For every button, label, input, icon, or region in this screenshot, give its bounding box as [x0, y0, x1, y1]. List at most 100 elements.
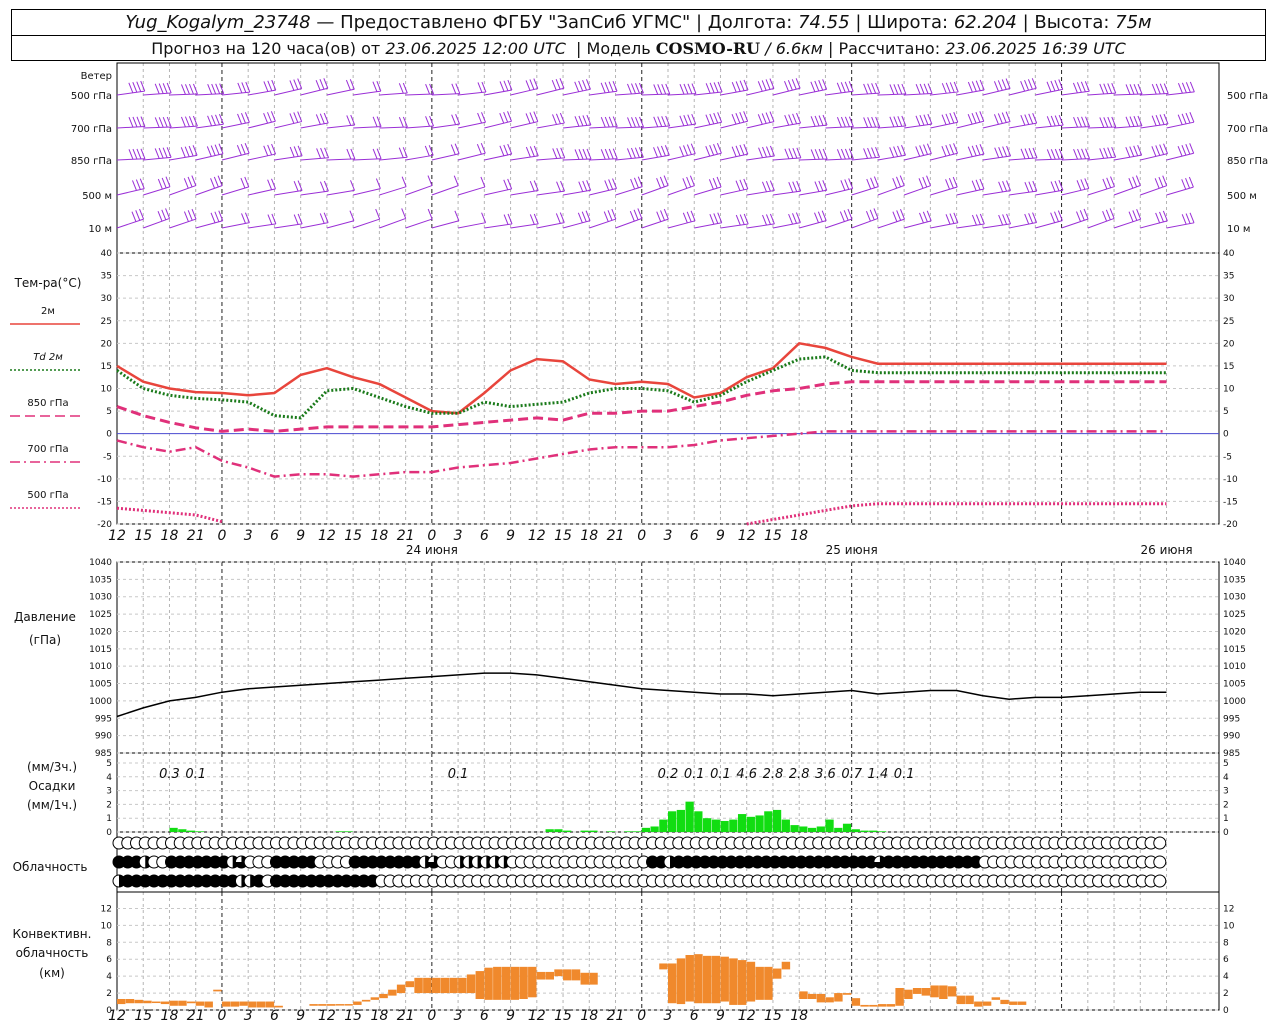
wind-barb — [510, 180, 539, 196]
pressure-y-tick-left: 990 — [95, 732, 112, 742]
wind-barb-feather — [267, 80, 273, 91]
wind-barb — [1113, 144, 1143, 161]
wind-barb-shaft — [195, 220, 223, 229]
wind-barb-feather — [893, 146, 899, 157]
wind-barb-feather — [1076, 180, 1082, 191]
wind-barb — [877, 83, 907, 96]
wind-barb-feather — [875, 147, 880, 158]
wind-barb-feather — [661, 116, 667, 127]
wind-barb-feather — [477, 82, 483, 93]
wind-barb-shaft — [248, 120, 276, 129]
wind-barb-feather — [1158, 176, 1164, 188]
wind-barb-feather — [709, 214, 715, 225]
temp-y-tick-right: 35 — [1223, 272, 1234, 282]
wind-barb-feather — [867, 147, 873, 159]
wind-barb-feather — [926, 210, 932, 222]
alt-label: Высота: — [1034, 12, 1110, 33]
wind-barb-feather — [893, 116, 899, 127]
wind-barb-feather — [1083, 208, 1089, 220]
conv-cloud-bar — [956, 995, 966, 1005]
wind-barb-feather — [705, 114, 711, 125]
wind-barb — [720, 111, 749, 129]
wind-barb-feather — [1155, 212, 1161, 224]
x-tick-label: 0 — [427, 528, 436, 544]
wind-barb — [746, 111, 775, 129]
wind-barb-feather — [346, 115, 352, 126]
conv-cloud-bar — [842, 993, 852, 995]
wind-barb — [563, 148, 592, 161]
cloud-circle — [1153, 874, 1167, 888]
wind-barb-feather — [529, 180, 535, 192]
wind-barb-feather — [1081, 116, 1087, 128]
wind-barb-feather — [604, 82, 610, 93]
precip-bar — [807, 827, 817, 832]
wind-barb-feather — [586, 148, 592, 160]
conv-cloud-bar — [160, 1001, 170, 1005]
wind-barb-shaft — [720, 153, 748, 161]
wind-barb-feather — [376, 116, 382, 127]
wind-barb-shaft — [169, 218, 197, 229]
wind-barb-shaft — [982, 121, 1011, 129]
wind-barb — [457, 112, 486, 129]
wind-barb-feather — [1006, 180, 1011, 191]
precip-bar — [799, 826, 808, 832]
wind-barb — [353, 148, 382, 161]
wind-barb-shaft — [825, 90, 854, 96]
wind-barb-feather — [840, 82, 846, 93]
wind-barb-feather — [424, 145, 430, 157]
wind-barb-feather — [795, 212, 801, 223]
wind-barb-feather — [870, 177, 876, 188]
wind-barb — [1166, 81, 1195, 96]
wind-barb-shaft — [248, 223, 276, 229]
wind-barb-feather — [529, 79, 535, 90]
wind-barb-feather — [757, 81, 763, 92]
wind-level-label-left: 500 м — [82, 191, 112, 202]
pressure-y-tick-right: 990 — [1223, 732, 1240, 742]
wind-barb-feather — [154, 83, 160, 95]
wind-barb-feather — [743, 79, 749, 91]
x-tick-label: 18 — [161, 528, 179, 544]
temp-y-tick-left: -15 — [97, 497, 112, 507]
wind-barb-shaft — [353, 188, 381, 196]
temp-y-tick-right: 5 — [1223, 407, 1229, 417]
wind-barb-feather — [1046, 149, 1052, 160]
conv-title-2: облачность — [16, 946, 89, 960]
wind-barb — [1087, 146, 1117, 161]
x-tick-label: 3 — [244, 1008, 253, 1024]
wind-barb-feather — [735, 214, 741, 226]
conv-cloud-bar — [440, 977, 450, 994]
wind-barb — [1009, 180, 1038, 196]
wind-barb-feather — [659, 176, 665, 188]
conv-cloud-bar — [510, 966, 520, 1000]
pressure-y-tick-left: 1005 — [89, 680, 112, 690]
conv-cloud-bar — [134, 999, 143, 1004]
wind-barb-feather — [945, 144, 951, 156]
wind-barb-feather — [836, 117, 842, 128]
wind-barb-feather — [503, 80, 509, 91]
wind-barb-feather — [1111, 146, 1117, 158]
x-tick-label: 15 — [134, 1008, 152, 1024]
wind-barb-feather — [503, 179, 509, 190]
wind-barb-feather — [899, 175, 905, 186]
conv-y-tick-left: 0 — [106, 1006, 112, 1016]
wind-barb-feather — [1159, 114, 1165, 125]
wind-barb-feather — [818, 148, 824, 160]
wind-barb-feather — [556, 181, 562, 192]
wind-barb-feather — [665, 115, 671, 127]
wind-title: Ветер — [81, 71, 112, 82]
wind-barb-feather — [315, 80, 321, 91]
wind-barb-feather — [1129, 146, 1135, 157]
wind-barb — [274, 111, 303, 129]
wind-barb-feather — [901, 83, 907, 95]
wind-barb-feather — [529, 146, 535, 157]
wind-barb-shaft — [326, 158, 355, 161]
wind-barb-feather — [1081, 148, 1087, 160]
conv-cloud-bar — [475, 971, 485, 999]
wind-barb-feather — [188, 145, 194, 157]
conv-cloud-bar — [764, 966, 773, 1000]
wind-barb-feather — [507, 79, 513, 91]
conv-cloud-bar — [545, 971, 555, 980]
wind-barb — [694, 81, 723, 96]
wind-barb-shaft — [431, 220, 460, 229]
wind-barb-feather — [427, 175, 433, 186]
